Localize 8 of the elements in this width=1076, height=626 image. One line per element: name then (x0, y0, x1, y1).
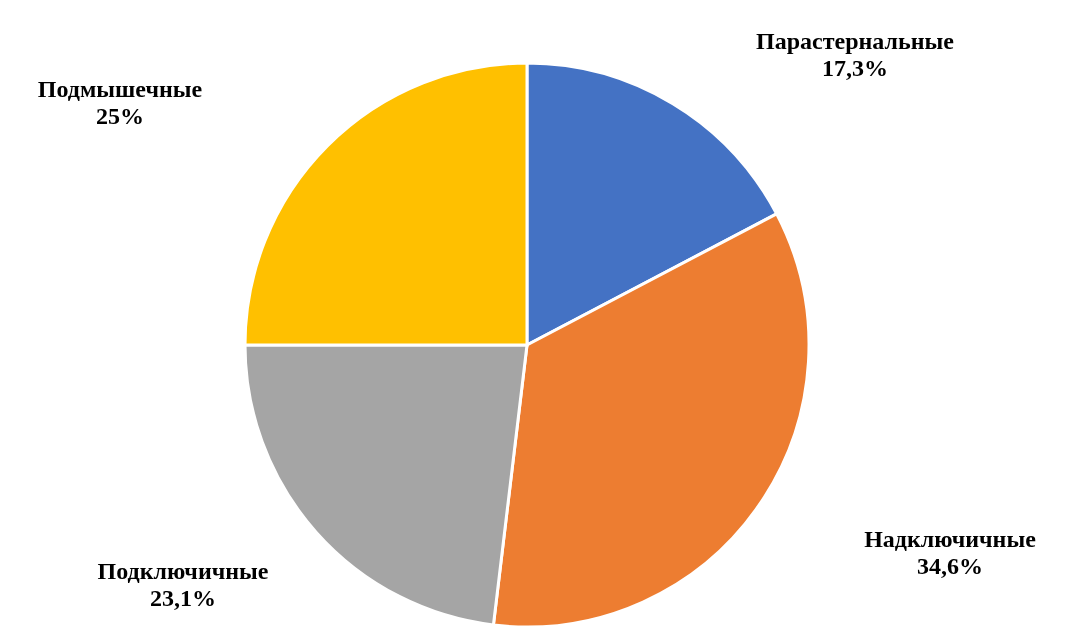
data-label: 17,3% (822, 55, 888, 81)
data-label: 34,6% (917, 553, 983, 579)
slice-label: Надключичные (864, 526, 1037, 552)
slice-label: Подмышечные (37, 76, 203, 102)
slice-label: Парастернальные (756, 28, 955, 54)
data-label: 25% (96, 103, 144, 129)
data-label: 23,1% (150, 585, 216, 611)
slice-label: Подключичные (97, 558, 269, 584)
